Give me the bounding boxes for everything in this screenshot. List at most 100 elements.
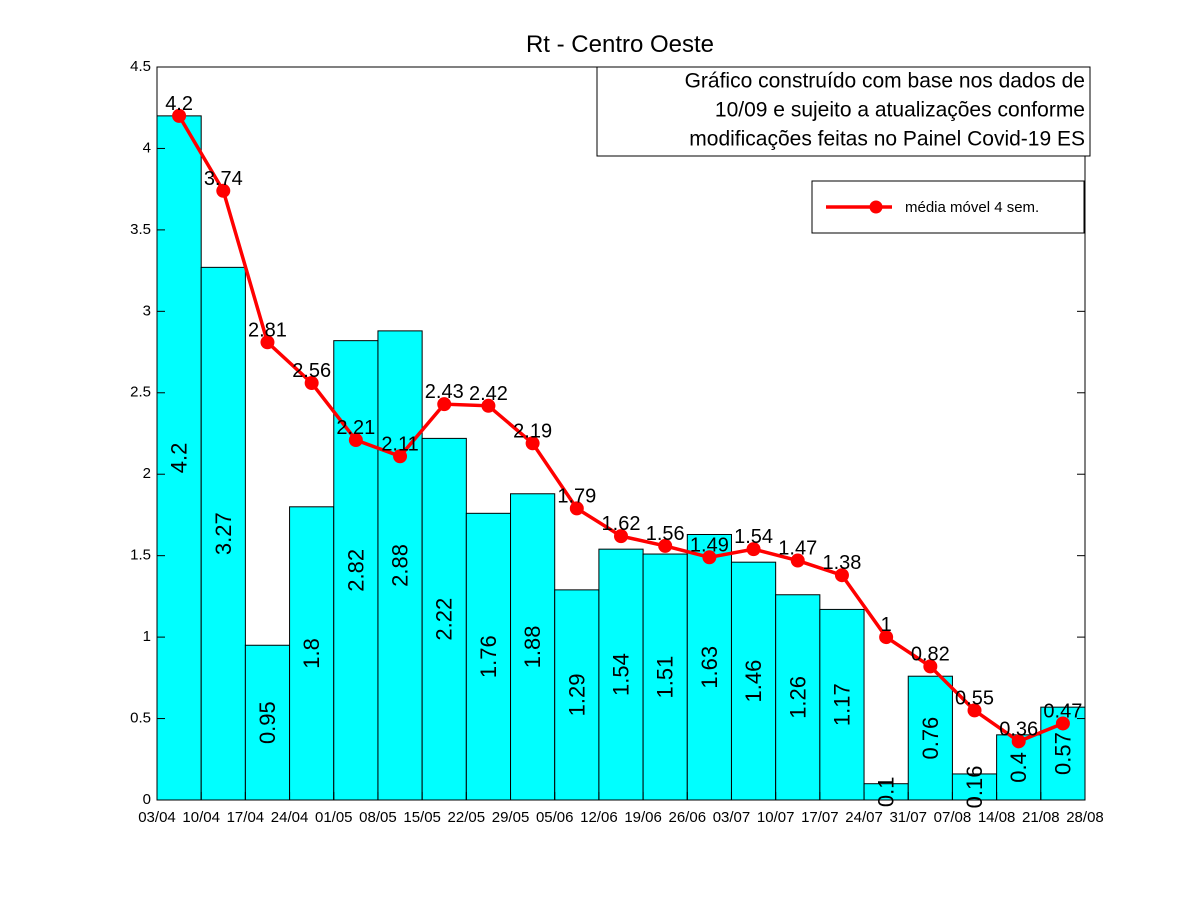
- point-value-label: 0.55: [955, 687, 994, 709]
- bar-value-label: 2.88: [388, 544, 413, 587]
- line-marker: [1055, 716, 1070, 731]
- point-value-label: 2.19: [513, 420, 552, 442]
- point-value-label: 2.56: [292, 360, 331, 382]
- annotation-text: Gráfico construído com base nos dados de: [685, 70, 1085, 93]
- bar: [730, 561, 777, 801]
- bar: [642, 553, 688, 801]
- bar-value-label: 1.46: [741, 660, 766, 703]
- x-tick-label: 24/07: [845, 809, 883, 826]
- point-value-label: 2.81: [248, 319, 287, 341]
- y-tick-label: 1: [143, 628, 151, 645]
- line-marker: [790, 553, 805, 568]
- bar-value-label: 4.2: [167, 443, 192, 474]
- x-tick-label: 14/08: [978, 809, 1016, 826]
- x-tick-label: 24/04: [271, 809, 309, 826]
- point-value-label: 4.2: [165, 93, 193, 115]
- line-marker: [923, 659, 938, 674]
- point-value-label: 2.43: [425, 381, 464, 403]
- point-value-label: 1.56: [646, 523, 685, 545]
- bar-value-label: 0.1: [874, 777, 899, 808]
- y-tick-label: 0: [143, 791, 151, 808]
- point-value-label: 0.82: [911, 643, 950, 665]
- bar-value-label: 0.16: [962, 766, 987, 809]
- x-tick-label: 19/06: [624, 809, 662, 826]
- point-value-label: 0.36: [999, 718, 1038, 740]
- point-value-label: 1.47: [778, 538, 817, 560]
- bar-value-label: 1.29: [564, 674, 589, 717]
- y-tick-label: 0.5: [130, 710, 151, 727]
- x-tick-label: 31/07: [889, 809, 927, 826]
- annotation-text: 10/09 e sujeito a atualizações conforme: [715, 99, 1085, 122]
- line-marker: [348, 433, 363, 448]
- y-tick-label: 1.5: [130, 547, 151, 564]
- point-value-label: 1.38: [822, 552, 861, 574]
- point-value-label: 3.74: [204, 168, 243, 190]
- bar-value-label: 1.26: [785, 676, 810, 719]
- line-marker: [569, 501, 584, 516]
- annotation-box: [596, 66, 1091, 157]
- line-marker: [834, 568, 849, 583]
- line-marker: [525, 436, 540, 451]
- x-tick-label: 21/08: [1022, 809, 1060, 826]
- x-tick-label: 08/05: [359, 809, 397, 826]
- point-value-label: 1.79: [557, 485, 596, 507]
- x-tick-label: 17/04: [227, 809, 265, 826]
- line-marker: [967, 703, 982, 718]
- line-marker: [481, 398, 496, 413]
- bar: [200, 266, 246, 801]
- x-tick-label: 03/04: [138, 809, 176, 826]
- annotation-text: modificações feitas no Painel Covid-19 E…: [689, 128, 1085, 151]
- bar: [554, 589, 600, 801]
- line-marker: [879, 630, 894, 645]
- point-value-label: 1: [881, 614, 892, 636]
- x-tick-label: 28/08: [1066, 809, 1104, 826]
- bar-value-label: 0.4: [1006, 752, 1031, 783]
- point-value-label: 1.62: [602, 513, 641, 535]
- point-value-label: 1.54: [734, 526, 773, 548]
- bar: [421, 437, 467, 801]
- bar-value-label: 1.63: [697, 646, 722, 689]
- bar-value-label: 0.57: [1050, 732, 1075, 775]
- y-tick-label: 3: [143, 302, 151, 319]
- point-value-label: 1.49: [690, 534, 729, 556]
- bar-value-label: 1.88: [520, 625, 545, 668]
- y-tick-label: 3.5: [130, 221, 151, 238]
- x-tick-label: 07/08: [934, 809, 972, 826]
- line-marker: [216, 183, 231, 198]
- line-marker: [172, 108, 187, 123]
- x-tick-label: 22/05: [448, 809, 486, 826]
- x-tick-label: 03/07: [713, 809, 751, 826]
- point-value-label: 0.47: [1043, 700, 1082, 722]
- chart-title: Rt - Centro Oeste: [526, 31, 714, 58]
- line-marker: [437, 397, 452, 412]
- x-tick-label: 12/06: [580, 809, 618, 826]
- line-marker: [658, 538, 673, 553]
- y-tick-label: 4.5: [130, 58, 151, 75]
- y-tick-label: 2: [143, 465, 151, 482]
- x-tick-label: 05/06: [536, 809, 574, 826]
- x-tick-label: 01/05: [315, 809, 353, 826]
- line-marker: [746, 542, 761, 557]
- bar-value-label: 3.27: [211, 512, 236, 555]
- x-tick-label: 10/04: [182, 809, 220, 826]
- bar-value-label: 1.54: [609, 653, 634, 696]
- bar: [819, 608, 865, 801]
- bar: [775, 594, 821, 801]
- x-tick-label: 10/07: [757, 809, 795, 826]
- point-value-label: 2.21: [336, 417, 375, 439]
- line-marker: [702, 550, 717, 565]
- bar-value-label: 1.76: [476, 635, 501, 678]
- line-marker: [260, 335, 275, 350]
- line-marker: [304, 376, 319, 391]
- bar-value-label: 0.95: [255, 701, 280, 744]
- bar-value-label: 2.82: [343, 549, 368, 592]
- x-tick-label: 15/05: [403, 809, 441, 826]
- line-marker: [1011, 734, 1026, 749]
- line-marker: [614, 529, 628, 544]
- bar-value-label: 1.8: [299, 638, 324, 669]
- line-marker: [393, 449, 408, 464]
- bar: [686, 533, 732, 801]
- x-tick-label: 29/05: [492, 809, 530, 826]
